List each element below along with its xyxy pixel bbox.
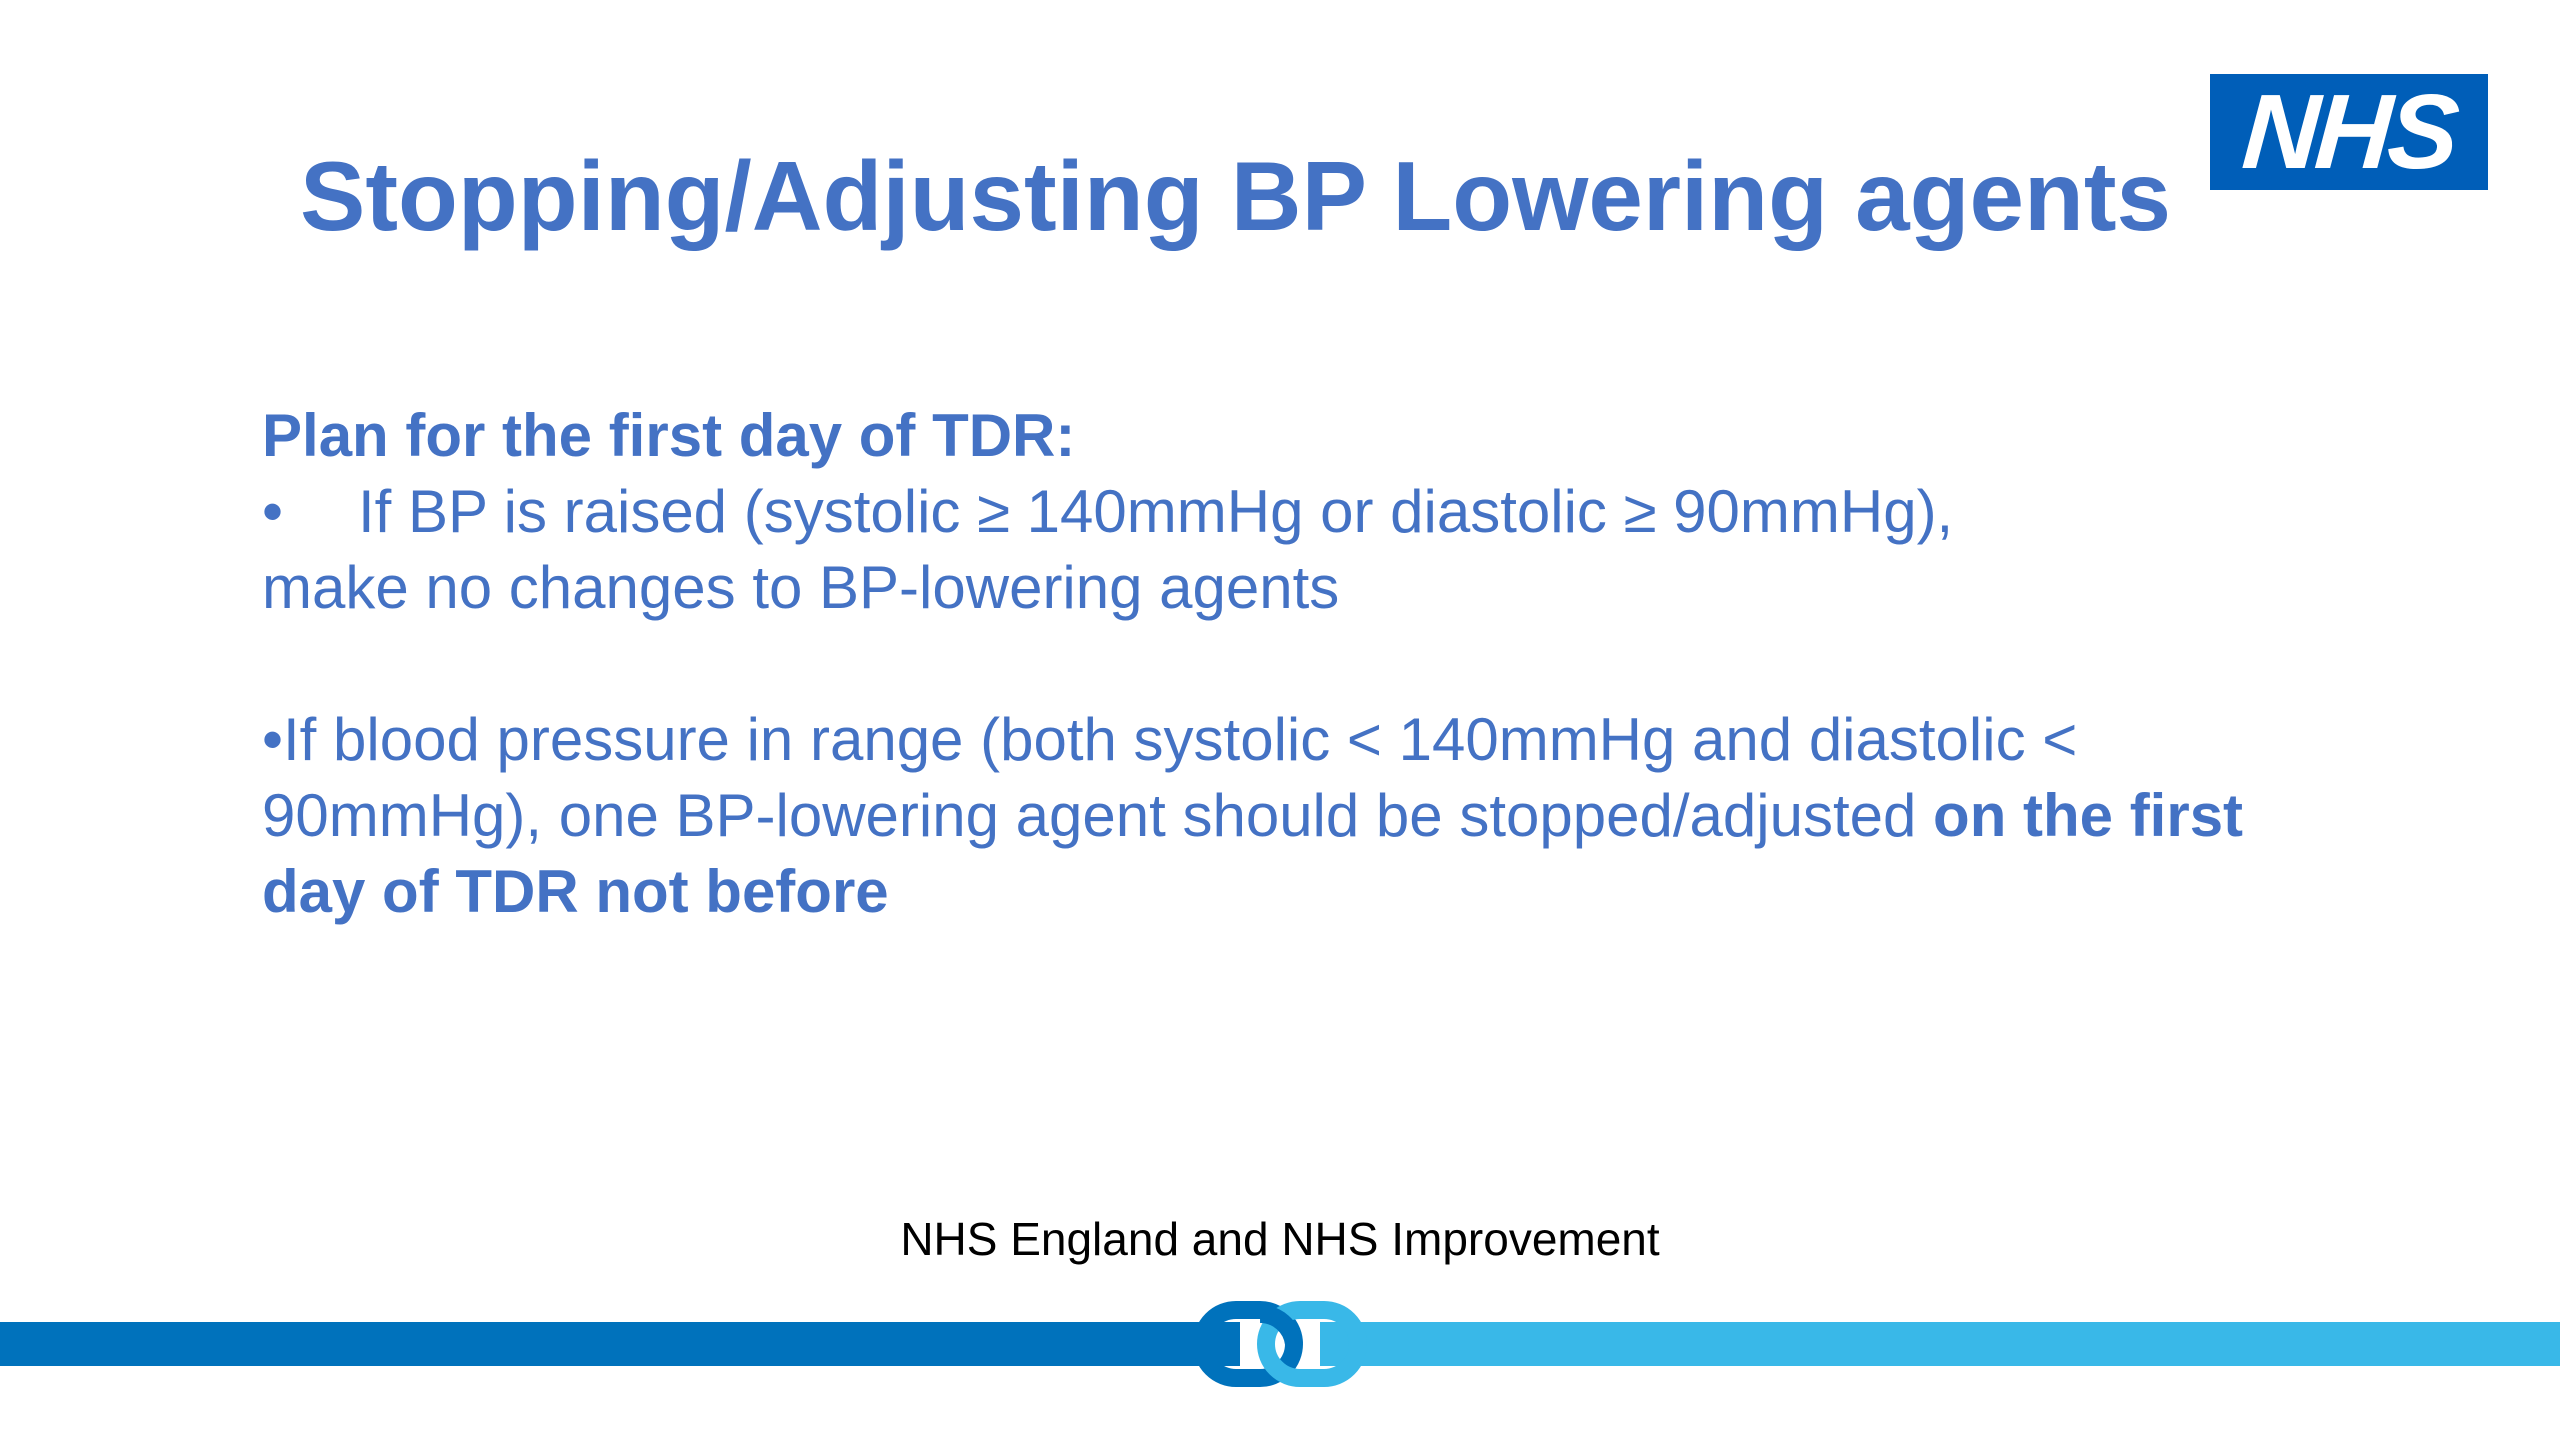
footer-bar-left bbox=[0, 1322, 1240, 1366]
section-heading: Plan for the first day of TDR: bbox=[262, 402, 1076, 469]
bullet-marker: • bbox=[262, 478, 284, 545]
spacer bbox=[262, 626, 2302, 702]
slide-title: Stopping/Adjusting BP Lowering agents bbox=[300, 141, 2172, 251]
slide-body: Plan for the first day of TDR: • If BP is… bbox=[262, 398, 2302, 930]
bullet-2-text: •If blood pressure in range (both systol… bbox=[262, 706, 2078, 849]
footer-text: NHS England and NHS Improvement bbox=[900, 1213, 1660, 1265]
footer-bar-right bbox=[1320, 1322, 2560, 1366]
nhs-logo: NHS bbox=[2210, 73, 2488, 191]
bullet-item-1: • If BP is raised (systolic ≥ 140mmHg or … bbox=[262, 474, 2302, 550]
bullet-1-line-2: make no changes to BP-lowering agents bbox=[262, 554, 1340, 621]
bullet-item-2: •If blood pressure in range (both systol… bbox=[262, 702, 2302, 930]
chain-link-icon bbox=[1193, 1301, 1367, 1387]
nhs-logo-text: NHS bbox=[2238, 73, 2460, 191]
bullet-2-emphasis: on the first day of TDR not before bbox=[262, 782, 2244, 925]
bullet-1-line-1: If BP is raised (systolic ≥ 140mmHg or d… bbox=[358, 478, 1954, 545]
